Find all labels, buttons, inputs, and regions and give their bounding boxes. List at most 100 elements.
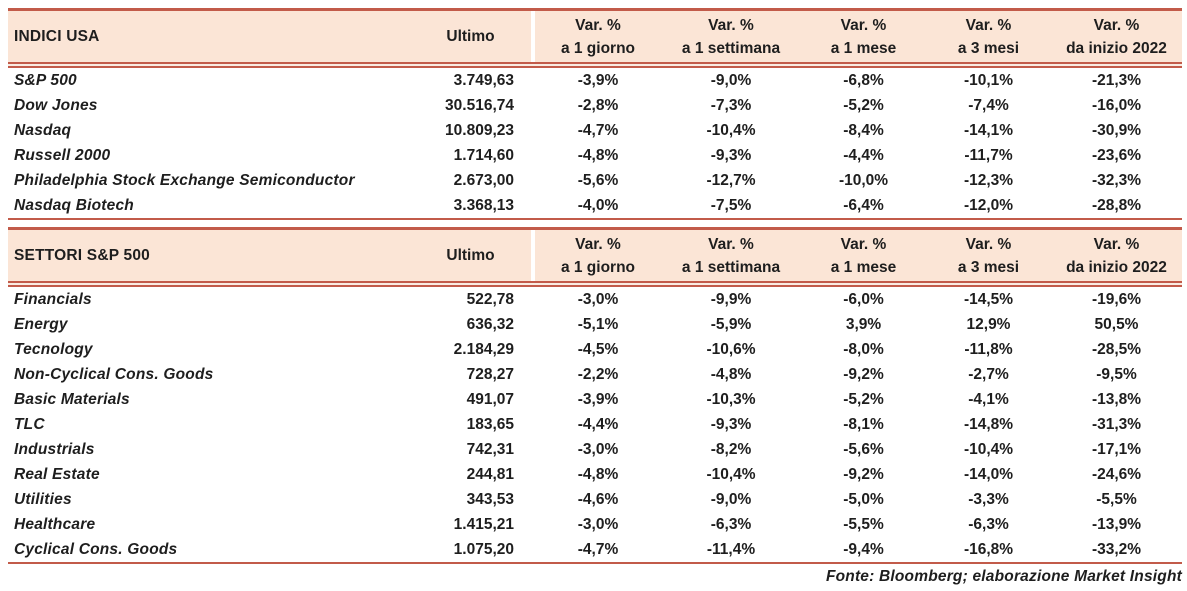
row-label: Industrials (14, 441, 95, 458)
var-value: -16,0% (1091, 97, 1142, 114)
var-value: -9,3% (710, 416, 752, 433)
var-value: -5,6% (843, 441, 884, 458)
var-header-line2: a 1 giorno (560, 39, 636, 57)
var-value: -6,8% (843, 72, 884, 89)
var-value: -11,4% (706, 541, 756, 558)
var-header-line1: Var. % (708, 16, 754, 34)
var-value: -2,7% (968, 366, 1009, 383)
column-header-var-1m: Var. % a 1 mese (801, 230, 926, 281)
var-value: -4,0% (577, 197, 619, 214)
column-header-ultimo: Ultimo (410, 11, 531, 62)
ultimo-value: 10.809,23 (445, 122, 514, 139)
var-value: -10,3% (706, 391, 756, 408)
row-label: Dow Jones (14, 97, 98, 114)
var-value: -6,3% (710, 516, 752, 533)
table-row: Healthcare 1.415,21 -3,0% -6,3% -5,5% -6,3% -1… (8, 512, 1182, 537)
var-value: -4,5% (577, 341, 619, 358)
var-value: -4,8% (577, 147, 619, 164)
var-value: -23,6% (1091, 147, 1142, 164)
ultimo-value: 244,81 (466, 466, 514, 483)
row-label: Utilities (14, 491, 72, 508)
table-row: Philadelphia Stock Exchange Semiconducto… (8, 168, 1182, 193)
var-value: 3,9% (845, 316, 882, 333)
ultimo-value: 742,31 (466, 441, 514, 458)
var-value: -5,2% (843, 391, 884, 408)
var-value: -6,3% (968, 516, 1009, 533)
var-value: 50,5% (1094, 316, 1139, 333)
row-label: Nasdaq Biotech (14, 197, 134, 214)
row-label: Real Estate (14, 466, 100, 483)
row-label: TLC (14, 416, 45, 433)
row-label: Non-Cyclical Cons. Goods (14, 366, 214, 383)
var-header-line1: Var. % (575, 235, 621, 253)
var-value: -3,9% (577, 72, 619, 89)
var-header-line2: a 1 giorno (560, 258, 636, 276)
table-row: Cyclical Cons. Goods 1.075,20 -4,7% -11,4% -… (8, 537, 1182, 562)
var-value: -17,1% (1091, 441, 1142, 458)
var-value: -8,4% (843, 122, 884, 139)
var-header-line1: Var. % (1093, 235, 1140, 253)
row-label: Tecnology (14, 341, 93, 358)
var-value: -9,4% (843, 541, 884, 558)
ultimo-value: 3.749,63 (453, 72, 514, 89)
table-row: Non-Cyclical Cons. Goods 728,27 -2,2% -4,8%… (8, 362, 1182, 387)
var-value: -10,1% (963, 72, 1014, 89)
var-value: 12,9% (966, 316, 1011, 333)
var-header-line2: a 1 settimana (681, 39, 781, 57)
var-header-line2: a 1 settimana (681, 258, 781, 276)
var-value: -9,2% (843, 366, 884, 383)
ultimo-value: 2.184,29 (453, 341, 514, 358)
section-top-rule (8, 8, 1182, 11)
var-header-line1: Var. % (840, 16, 887, 34)
section-bottom-rule (8, 218, 1182, 220)
var-value: -4,8% (577, 466, 619, 483)
table-row: Real Estate 244,81 -4,8% -10,4% -9,2% -14,0% -… (8, 462, 1182, 487)
table-row: Russell 2000 1.714,60 -4,8% -9,3% -4,4% -11,7… (8, 143, 1182, 168)
table-row: Dow Jones 30.516,74 -2,8% -7,3% -5,2% -7,4% -1… (8, 93, 1182, 118)
var-header-line2: a 1 mese (830, 39, 897, 57)
row-label: Russell 2000 (14, 147, 111, 164)
column-header-var-ytd: Var. % da inizio 2022 (1051, 230, 1182, 281)
table-row: Financials 522,78 -3,0% -9,9% -6,0% -14,5% -19… (8, 287, 1182, 312)
ultimo-value: 491,07 (466, 391, 514, 408)
column-header-var-3m: Var. % a 3 mesi (926, 11, 1051, 62)
var-value: -12,7% (706, 172, 756, 189)
row-label: Energy (14, 316, 68, 333)
column-header-var-1w: Var. % a 1 settimana (661, 11, 801, 62)
var-value: -9,5% (1096, 366, 1137, 383)
var-value: -5,2% (843, 97, 884, 114)
column-gap (531, 230, 535, 281)
var-value: -10,4% (706, 466, 756, 483)
var-value: -30,9% (1091, 122, 1142, 139)
var-value: -2,8% (577, 97, 619, 114)
var-value: -10,0% (838, 172, 889, 189)
var-value: -3,0% (577, 291, 619, 308)
ultimo-value: 3.368,13 (453, 197, 514, 214)
row-label: Nasdaq (14, 122, 72, 139)
var-header-line1: Var. % (1093, 16, 1140, 34)
var-value: -3,9% (577, 391, 619, 408)
column-header-var-1d: Var. % a 1 giorno (535, 11, 661, 62)
table-body-indici: S&P 500 3.749,63 -3,9% -9,0% -6,8% -10,1% -21,… (8, 68, 1182, 218)
table-row: Utilities 343,53 -4,6% -9,0% -5,0% -3,3% -5,5% (8, 487, 1182, 512)
row-label: S&P 500 (14, 72, 77, 89)
var-header-line2: a 3 mesi (957, 258, 1020, 276)
ultimo-value: 636,32 (466, 316, 514, 333)
var-header-line1: Var. % (708, 235, 754, 253)
var-value: -9,0% (710, 72, 752, 89)
column-header-var-ytd: Var. % da inizio 2022 (1051, 11, 1182, 62)
var-value: -4,4% (577, 416, 619, 433)
var-value: -9,3% (710, 147, 752, 164)
section-title: SETTORI S&P 500 (8, 230, 410, 281)
ultimo-value: 1.415,21 (453, 516, 514, 533)
var-value: -5,5% (843, 516, 884, 533)
var-value: -6,0% (843, 291, 884, 308)
var-value: -7,5% (710, 197, 752, 214)
section-settori-sp500: SETTORI S&P 500 Ultimo Var. % a 1 giorno… (8, 227, 1182, 564)
row-label: Philadelphia Stock Exchange Semiconducto… (14, 172, 355, 189)
table-row: Nasdaq 10.809,23 -4,7% -10,4% -8,4% -14,1% -30… (8, 118, 1182, 143)
var-header-line1: Var. % (840, 235, 887, 253)
var-value: -4,1% (968, 391, 1009, 408)
var-value: -4,7% (577, 122, 619, 139)
table-row: Basic Materials 491,07 -3,9% -10,3% -5,2% -4,… (8, 387, 1182, 412)
